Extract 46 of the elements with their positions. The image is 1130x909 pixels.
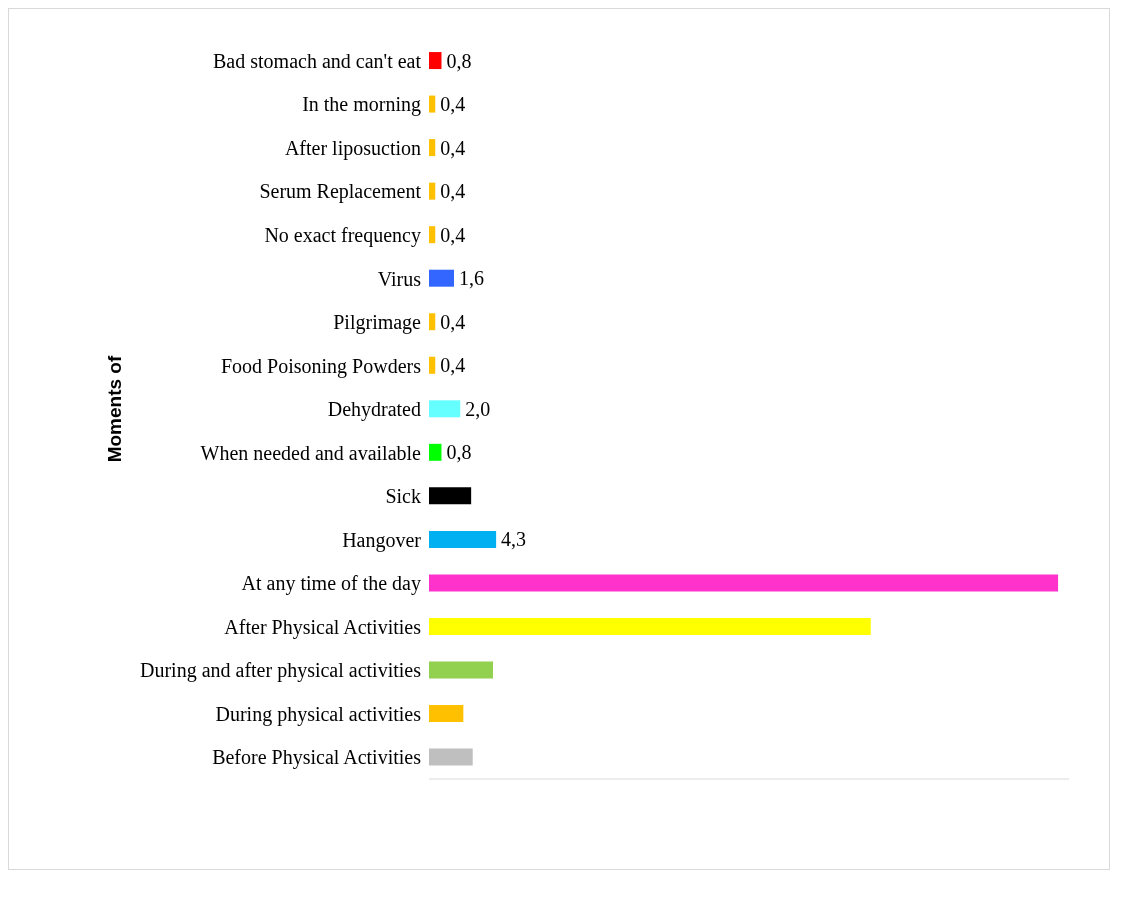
data-label: 0,4 bbox=[440, 136, 466, 159]
y-tick-label: During and after physical activities bbox=[139, 659, 422, 683]
y-tick-label: Before Physical Activities bbox=[212, 746, 422, 770]
data-label: 0,4 bbox=[440, 310, 466, 333]
data-label: 2,0 bbox=[465, 397, 491, 420]
data-label: 0,4 bbox=[440, 354, 466, 377]
bar bbox=[429, 661, 493, 679]
bar bbox=[429, 139, 436, 157]
y-tick-label: During physical activities bbox=[215, 702, 422, 726]
y-axis-title: Moments of bbox=[103, 355, 125, 463]
bar bbox=[429, 400, 461, 418]
bar bbox=[429, 182, 436, 200]
bar bbox=[429, 574, 1059, 592]
bar bbox=[429, 313, 436, 331]
y-tick-label: Pilgrimage bbox=[333, 311, 422, 335]
data-label: 0,8 bbox=[446, 441, 472, 464]
data-label: 0,8 bbox=[446, 49, 472, 72]
y-tick-label: In the morning bbox=[302, 93, 421, 117]
y-tick-label: Virus bbox=[377, 267, 422, 290]
bar bbox=[429, 748, 473, 766]
data-label: 4,3 bbox=[501, 528, 527, 551]
bar bbox=[429, 617, 871, 635]
y-tick-label: Food Poisoning Powders bbox=[220, 354, 422, 378]
y-tick-label: Dehydrated bbox=[327, 398, 421, 422]
data-label: 1,6 bbox=[458, 267, 484, 290]
y-tick-label: At any time of the day bbox=[241, 572, 421, 596]
bar bbox=[429, 356, 436, 374]
bar bbox=[429, 443, 442, 461]
y-tick-label: After Physical Activities bbox=[224, 615, 422, 639]
y-tick-label: No exact frequency bbox=[264, 223, 421, 247]
data-label: 0,4 bbox=[440, 93, 466, 116]
bar bbox=[429, 226, 436, 244]
bar bbox=[429, 269, 454, 287]
y-tick-label: Sick bbox=[385, 485, 421, 508]
bar bbox=[429, 95, 436, 113]
data-label: 0,4 bbox=[440, 223, 466, 246]
bar bbox=[429, 52, 442, 70]
y-tick-label: Bad stomach and can't eat bbox=[213, 49, 422, 72]
bar bbox=[429, 530, 497, 548]
y-tick-label: Hangover bbox=[342, 528, 422, 552]
data-label: 0,4 bbox=[440, 180, 466, 203]
y-tick-label: When needed and available bbox=[200, 441, 422, 464]
bar bbox=[429, 487, 472, 505]
y-tick-label: Serum Replacement bbox=[259, 180, 422, 204]
y-tick-label: After liposuction bbox=[284, 136, 421, 160]
bar bbox=[429, 705, 464, 722]
